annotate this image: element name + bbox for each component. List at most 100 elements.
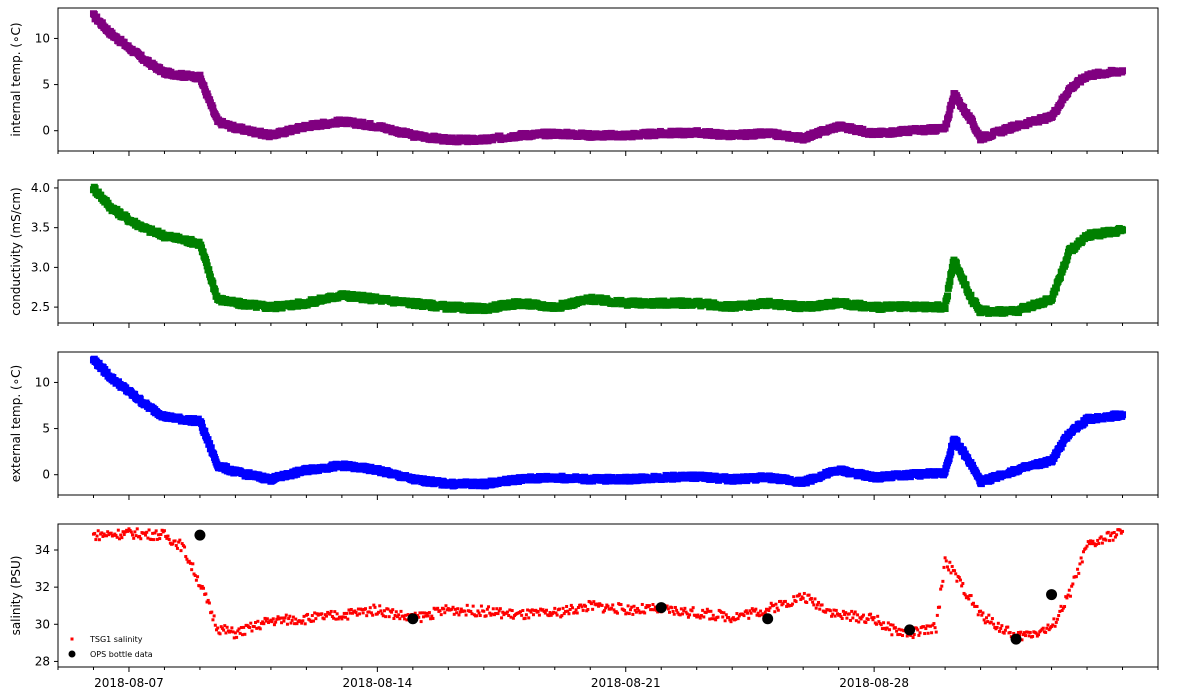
panel-4-data-point [652,608,656,612]
panel-4-data-point [310,614,314,618]
panel-4-data-point [324,614,328,618]
panel-4-data-point [720,610,724,614]
panel-4-data-point [419,620,423,624]
panel-4-data-point [1091,539,1095,543]
panel-4-data-point [857,620,861,624]
panel-4-data-point [948,560,952,564]
panel-4-data-point [1110,531,1114,535]
panel-4-data-point [347,608,351,612]
panel-3-data-point [198,420,206,428]
panel-4-data-point [235,635,239,639]
panel-4-data-point [982,618,986,622]
panel-4-data-point [701,608,705,612]
panel-4-data-point [417,615,421,619]
panel-4-data-point [179,549,183,553]
panel-4-data-point [776,608,780,612]
panel-4-data-point [809,596,813,600]
panel-4-data-point [187,559,191,563]
panel-4-data-point [191,562,195,566]
panel-4-data-point [295,622,299,626]
panel-4-data-point [465,603,469,607]
panel-4-data-point [944,559,948,563]
panel-4-data-point [940,584,944,588]
panel-4-data-point [950,564,954,568]
panel-4-data-point [785,604,789,608]
panel-4-data-point [518,610,522,614]
panel-4-data-point [464,613,468,617]
panel-2-data-point [1061,260,1069,268]
panel-4-data-point [998,629,1002,633]
panel-3-data-point [206,440,214,448]
panel-4-data-point [418,611,422,615]
panel-4-data-point [611,603,615,607]
panel-4-data-point [343,615,347,619]
panel-4-data-point [911,636,915,640]
panel-4-data-point [498,607,502,611]
panel-4-data-point [1055,617,1059,621]
panel-4-data-point [220,626,224,630]
panel-4-data-point [724,613,728,617]
panel-4-data-point [372,603,376,607]
panel-4-bottle-point [407,613,419,625]
panel-4-data-point [500,616,504,620]
panel-4-data-point [1003,628,1007,632]
panel-4-data-point [115,535,119,539]
panel-4-data-point [963,593,967,597]
panel-4-data-point [442,607,446,611]
panel-4-data-point [198,584,202,588]
panel-4-data-point [196,575,200,579]
panel-4-data-point [423,611,427,615]
panel-4-data-point [1100,541,1104,545]
panel-4-data-point [263,616,267,620]
panel-4-data-point [992,622,996,626]
panel-1-axes-frame [57,7,1159,152]
panel-4-data-point [459,607,463,611]
panel-4-data-point [1076,567,1080,571]
panel-4-data-point [933,626,937,630]
panel-4-data-point [469,609,473,613]
panel-4-ytick-label: 34 [35,543,50,557]
panel-4-data-point [947,568,951,572]
panel-4-data-point [656,610,660,614]
panel-4-data-point [848,618,852,622]
panel-4-data-point [552,610,556,614]
panel-4-data-point [704,611,708,615]
panel-4-data-point [586,607,590,611]
panel-4-data-point [439,613,443,617]
panel-4-data-point [1028,630,1032,634]
panel-1-data-point [948,101,956,109]
panel-4-data-point [243,632,247,636]
panel-4-data-point [666,607,670,611]
panel-2-data-point [1051,288,1059,296]
panel-4-data-point [131,533,135,537]
panel-4-data-point [477,611,481,615]
panel-2-ylabel: conductivity (mS/cm) [9,187,23,315]
panel-4-data-point [569,603,573,607]
panel-4-data-point [543,611,547,615]
panel-4-data-point [537,613,541,617]
panel-4-data-point [1045,626,1049,630]
panel-3-ylabel: external temp. (∘C) [9,365,23,482]
panel-4-data-point [320,612,324,616]
panel-4-data-point [943,556,947,560]
panel-4-data-point [678,613,682,617]
panel-4-data-point [698,616,702,620]
panel-4-data-point [699,614,703,618]
panel-4-data-point [265,617,269,621]
panel-4-data-point [828,609,832,613]
panel-4-data-point [742,614,746,618]
panel-4-data-point [1118,528,1122,532]
panel-4-data-point [382,609,386,613]
panel-4-data-point [224,631,228,635]
panel-4-data-point [801,596,805,600]
panel-4-data-point [750,607,754,611]
panel-4-data-point [986,620,990,624]
panel-4-data-point [1079,556,1083,560]
panel-4-data-point [859,617,863,621]
panel-4-data-point [1020,638,1024,642]
panel-4-data-point [736,617,740,621]
panel-4-data-point [223,624,227,628]
panel-4-data-point [349,607,353,611]
panel-2-data-point [205,266,213,274]
panel-4-data-point [759,609,763,613]
